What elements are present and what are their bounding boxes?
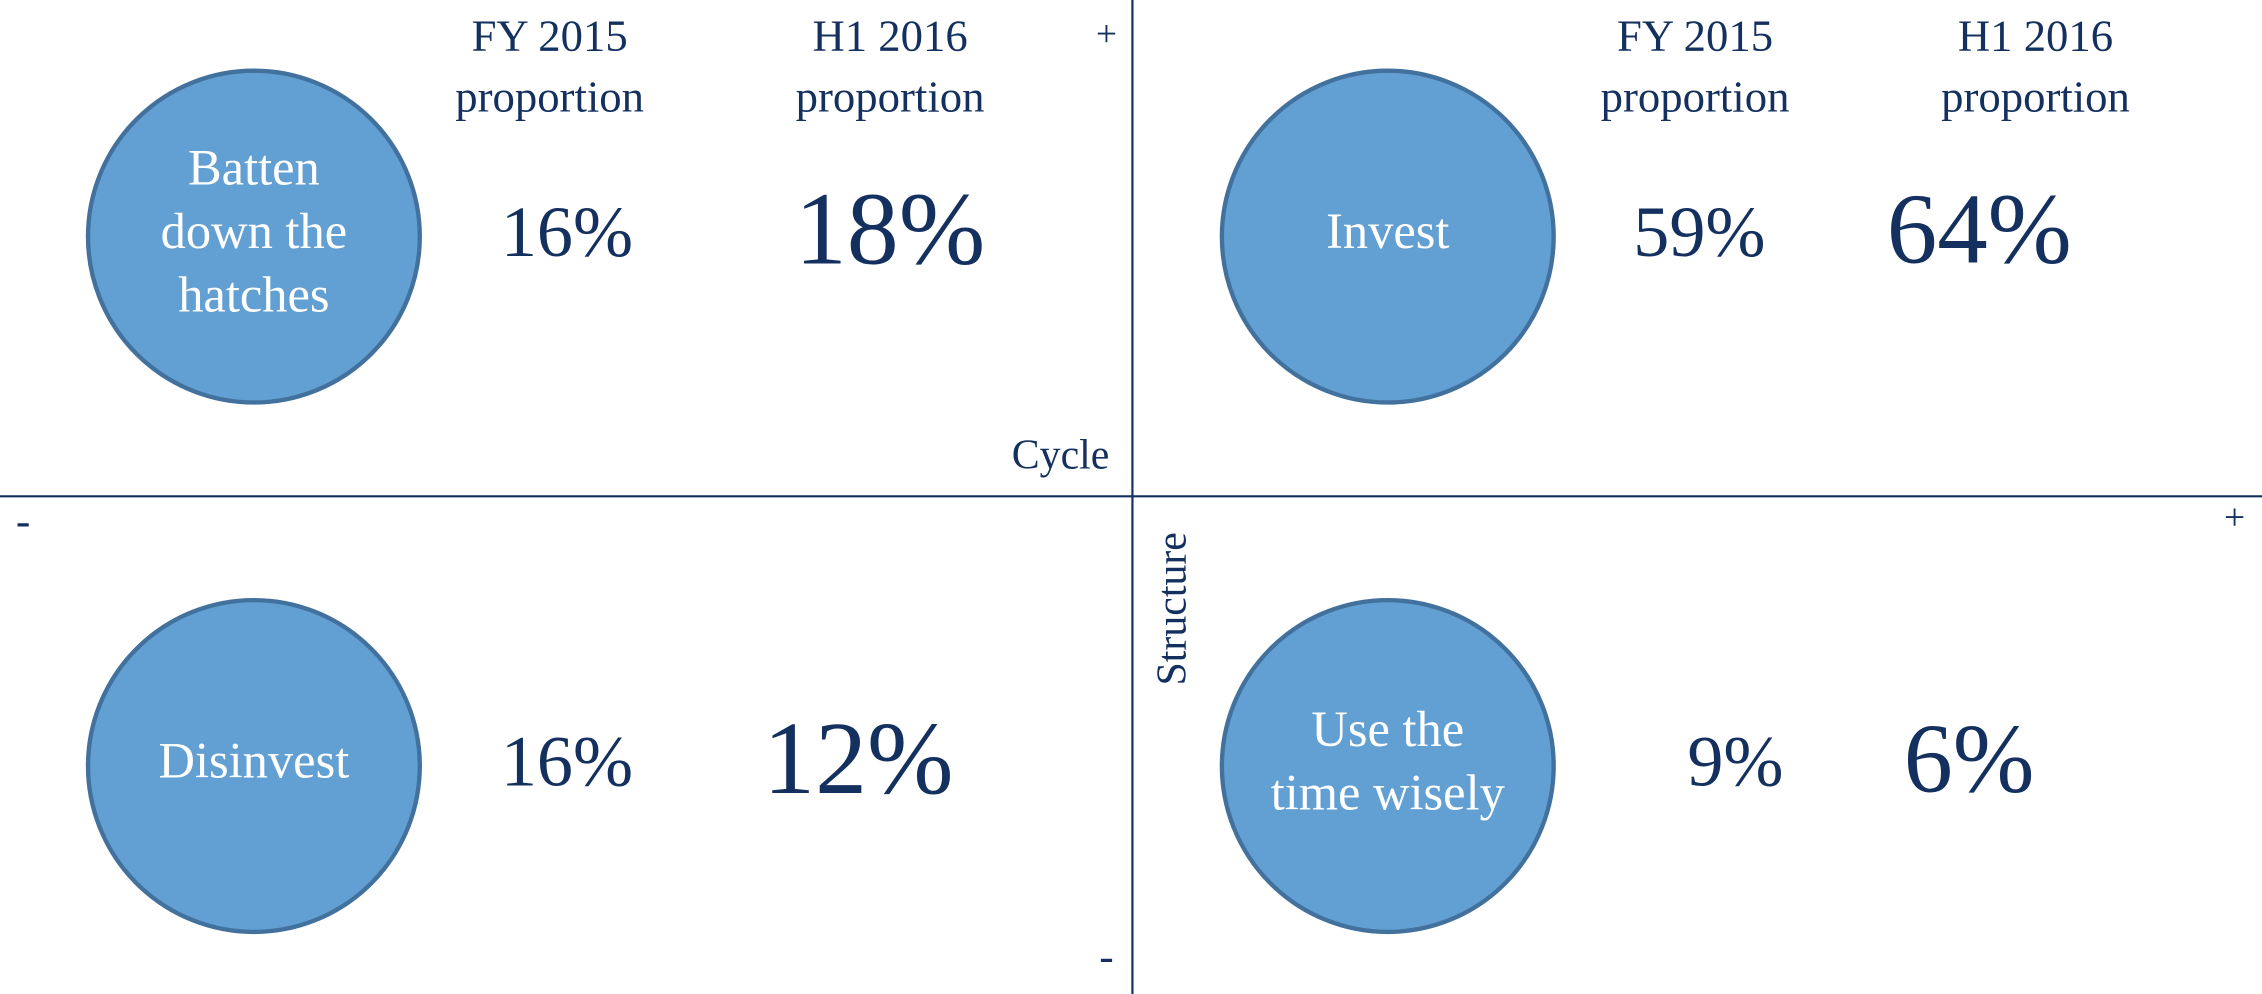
column-header: proportion (1601, 71, 1790, 121)
circle-label: time wisely (1271, 764, 1506, 820)
fy-value: 9% (1687, 721, 1783, 801)
axis-sign: - (16, 497, 30, 545)
column-header: proportion (1941, 71, 2130, 121)
axis-label: Cycle (1012, 432, 1110, 478)
fy-value: 16% (501, 721, 633, 801)
axis-sign: + (1096, 14, 1117, 55)
category-circle (85, 597, 422, 935)
column-header: proportion (455, 71, 644, 121)
column-header: proportion (796, 71, 985, 121)
h1-value: 64% (1887, 173, 2072, 285)
column-header: H1 2016 (1958, 11, 2113, 61)
axis-label: Structure (1149, 532, 1195, 685)
circle-label: Invest (1326, 203, 1449, 259)
circle-label: Use the (1311, 701, 1464, 757)
circle-label: hatches (178, 267, 329, 323)
column-header: FY 2015 (1617, 11, 1773, 61)
fy-value: 16% (501, 192, 633, 272)
circle-label: down the (161, 203, 347, 259)
category-circle (85, 68, 422, 405)
h1-value: 18% (795, 171, 985, 286)
circle-label: Batten (188, 140, 320, 196)
fy-value: 59% (1633, 192, 1765, 272)
column-header: H1 2016 (812, 11, 967, 61)
h1-value: 12% (763, 701, 953, 816)
axis-sign: - (1099, 933, 1113, 981)
column-header: FY 2015 (472, 11, 628, 61)
category-circle (1219, 597, 1556, 935)
axis-sign: + (2224, 497, 2245, 538)
category-circle (1219, 68, 1556, 405)
h1-value: 6% (1904, 705, 2035, 813)
circle-label: Disinvest (159, 733, 350, 789)
